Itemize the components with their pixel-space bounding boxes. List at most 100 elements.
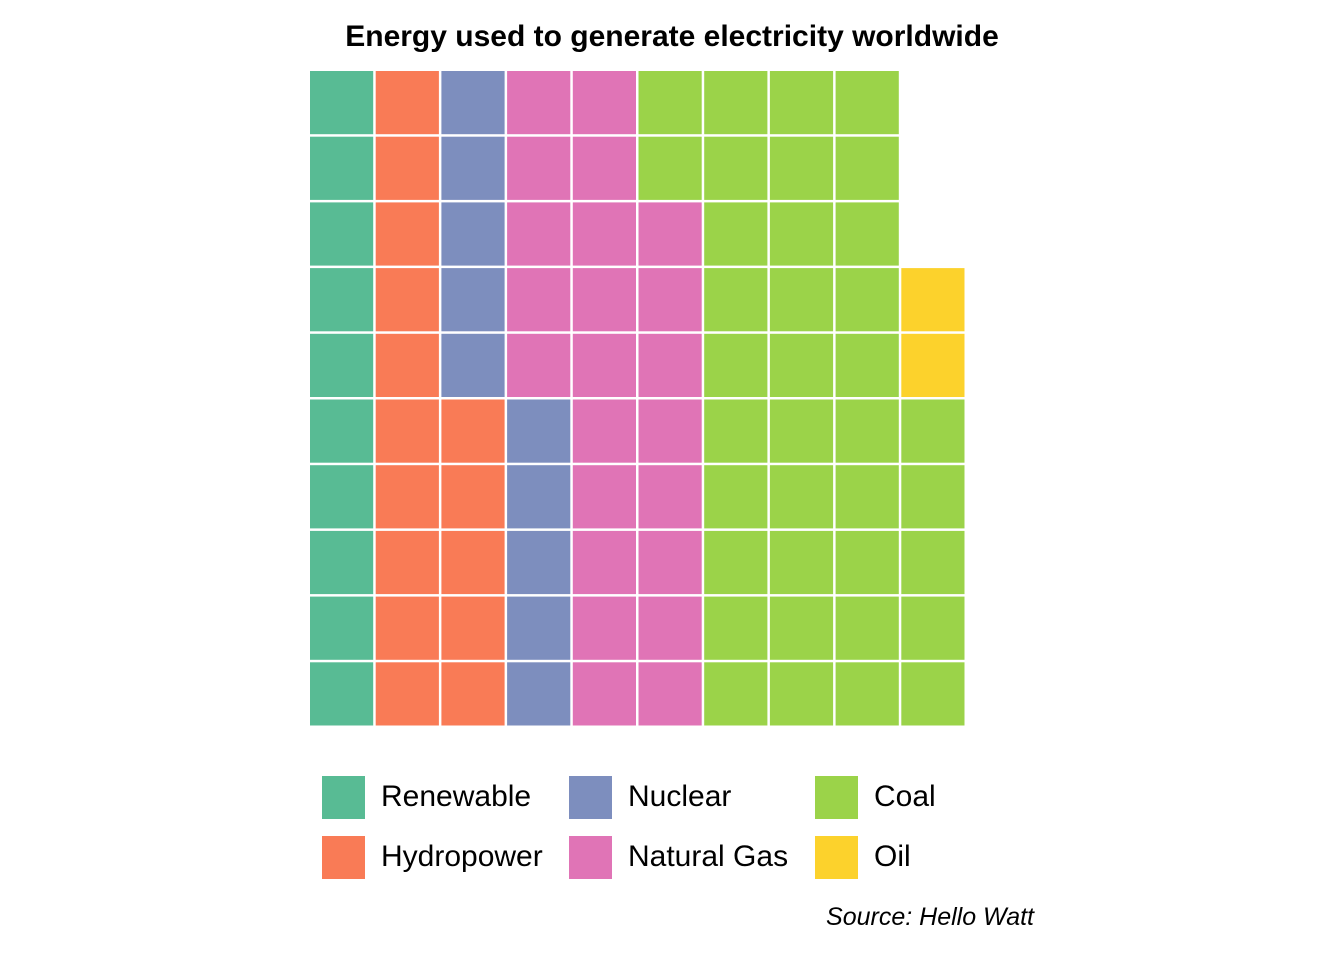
waffle-cell-natural-gas (572, 333, 636, 397)
legend-label-coal: Coal (874, 780, 936, 813)
waffle-cell-coal (769, 596, 834, 660)
waffle-cell-coal (835, 268, 899, 332)
waffle-cell-hydropower (441, 399, 505, 463)
waffle-cell-natural-gas (572, 399, 636, 463)
waffle-cell-nuclear (507, 662, 571, 726)
legend-item-hydropower: Hydropower (322, 835, 543, 879)
waffle-cell-nuclear (441, 268, 505, 332)
waffle-cell-natural-gas (638, 333, 702, 397)
waffle-cell-coal (704, 333, 768, 397)
legend-label-nuclear: Nuclear (628, 780, 732, 813)
waffle-cell-coal (704, 399, 768, 463)
waffle-cell-coal (704, 71, 768, 135)
legend-label-natural-gas: Natural Gas (628, 840, 789, 873)
waffle-cell-nuclear (507, 596, 571, 660)
waffle-cell-coal (835, 333, 899, 397)
waffle-cell-coal (769, 136, 834, 200)
waffle-cell-coal (769, 662, 834, 726)
waffle-cell-nuclear (507, 399, 571, 463)
legend-swatch-natural-gas (569, 835, 612, 879)
waffle-cell-coal (769, 399, 834, 463)
waffle-cell-renewable (310, 399, 374, 463)
waffle-cell-natural-gas (638, 268, 702, 332)
waffle-cell-hydropower (375, 399, 439, 463)
waffle-cell-coal (769, 268, 834, 332)
waffle-cell-natural-gas (638, 202, 702, 266)
legend-label-renewable: Renewable (381, 780, 532, 813)
legend-swatch-hydropower (322, 835, 365, 879)
waffle-cell-coal (769, 530, 834, 595)
waffle-cell-hydropower (375, 530, 439, 595)
waffle-cell-nuclear (441, 202, 505, 266)
waffle-cell-coal (638, 136, 702, 200)
waffle-cell-coal (638, 71, 702, 135)
legend-swatch-coal (815, 775, 858, 819)
waffle-cell-natural-gas (638, 662, 702, 726)
waffle-cell-renewable (310, 465, 374, 529)
waffle-cell-hydropower (441, 596, 505, 660)
waffle-cell-hydropower (375, 333, 439, 397)
waffle-cell-renewable (310, 662, 374, 726)
chart-caption: Source: Hello Watt (826, 903, 1034, 931)
waffle-cell-nuclear (441, 71, 505, 135)
waffle-cell-natural-gas (572, 268, 636, 332)
waffle-cell-hydropower (375, 268, 439, 332)
waffle-cell-coal (704, 465, 768, 529)
waffle-cell-natural-gas (638, 399, 702, 463)
legend-item-renewable: Renewable (322, 775, 531, 819)
legend-label-hydropower: Hydropower (381, 840, 543, 873)
waffle-cell-natural-gas (572, 596, 636, 660)
legend-item-nuclear: Nuclear (569, 775, 731, 819)
waffle-cell-coal (901, 596, 965, 660)
waffle-cell-renewable (310, 530, 374, 595)
waffle-cell-coal (835, 71, 899, 135)
waffle-cell-natural-gas (572, 202, 636, 266)
legend-item-natural-gas: Natural Gas (569, 835, 788, 879)
waffle-cell-coal (769, 333, 834, 397)
legend-swatch-oil (815, 835, 858, 879)
waffle-cell-nuclear (507, 465, 571, 529)
waffle-cell-natural-gas (507, 71, 571, 135)
waffle-cell-coal (835, 465, 899, 529)
waffle-cell-coal (835, 399, 899, 463)
waffle-cell-hydropower (375, 465, 439, 529)
waffle-cell-coal (769, 71, 834, 135)
waffle-cell-coal (704, 136, 768, 200)
waffle-cell-hydropower (375, 136, 439, 200)
waffle-cell-coal (835, 202, 899, 266)
waffle-cell-coal (901, 399, 965, 463)
waffle-cell-natural-gas (572, 530, 636, 595)
waffle-cell-hydropower (375, 596, 439, 660)
waffle-cell-natural-gas (638, 596, 702, 660)
waffle-cell-coal (704, 202, 768, 266)
waffle-cell-natural-gas (638, 530, 702, 595)
waffle-cell-renewable (310, 202, 374, 266)
waffle-cell-nuclear (441, 333, 505, 397)
waffle-cell-natural-gas (507, 333, 571, 397)
waffle-cell-hydropower (441, 662, 505, 726)
waffle-cell-hydropower (375, 71, 439, 135)
waffle-cell-coal (769, 202, 834, 266)
waffle-cell-hydropower (441, 465, 505, 529)
waffle-cell-coal (835, 662, 899, 726)
waffle-cell-coal (901, 662, 965, 726)
waffle-cell-renewable (310, 268, 374, 332)
waffle-cell-renewable (310, 136, 374, 200)
waffle-cell-natural-gas (572, 136, 636, 200)
waffle-cell-oil (901, 268, 965, 332)
waffle-cell-oil (901, 333, 965, 397)
waffle-cell-coal (901, 465, 965, 529)
waffle-cell-hydropower (441, 530, 505, 595)
waffle-cell-natural-gas (572, 465, 636, 529)
waffle-cell-coal (835, 530, 899, 595)
waffle-cell-natural-gas (507, 136, 571, 200)
legend-swatch-nuclear (569, 775, 612, 819)
legend-item-oil: Oil (815, 835, 911, 879)
waffle-cell-natural-gas (507, 268, 571, 332)
waffle-cell-renewable (310, 596, 374, 660)
waffle-cell-nuclear (441, 136, 505, 200)
legend-label-oil: Oil (874, 840, 911, 873)
waffle-cell-renewable (310, 71, 374, 135)
